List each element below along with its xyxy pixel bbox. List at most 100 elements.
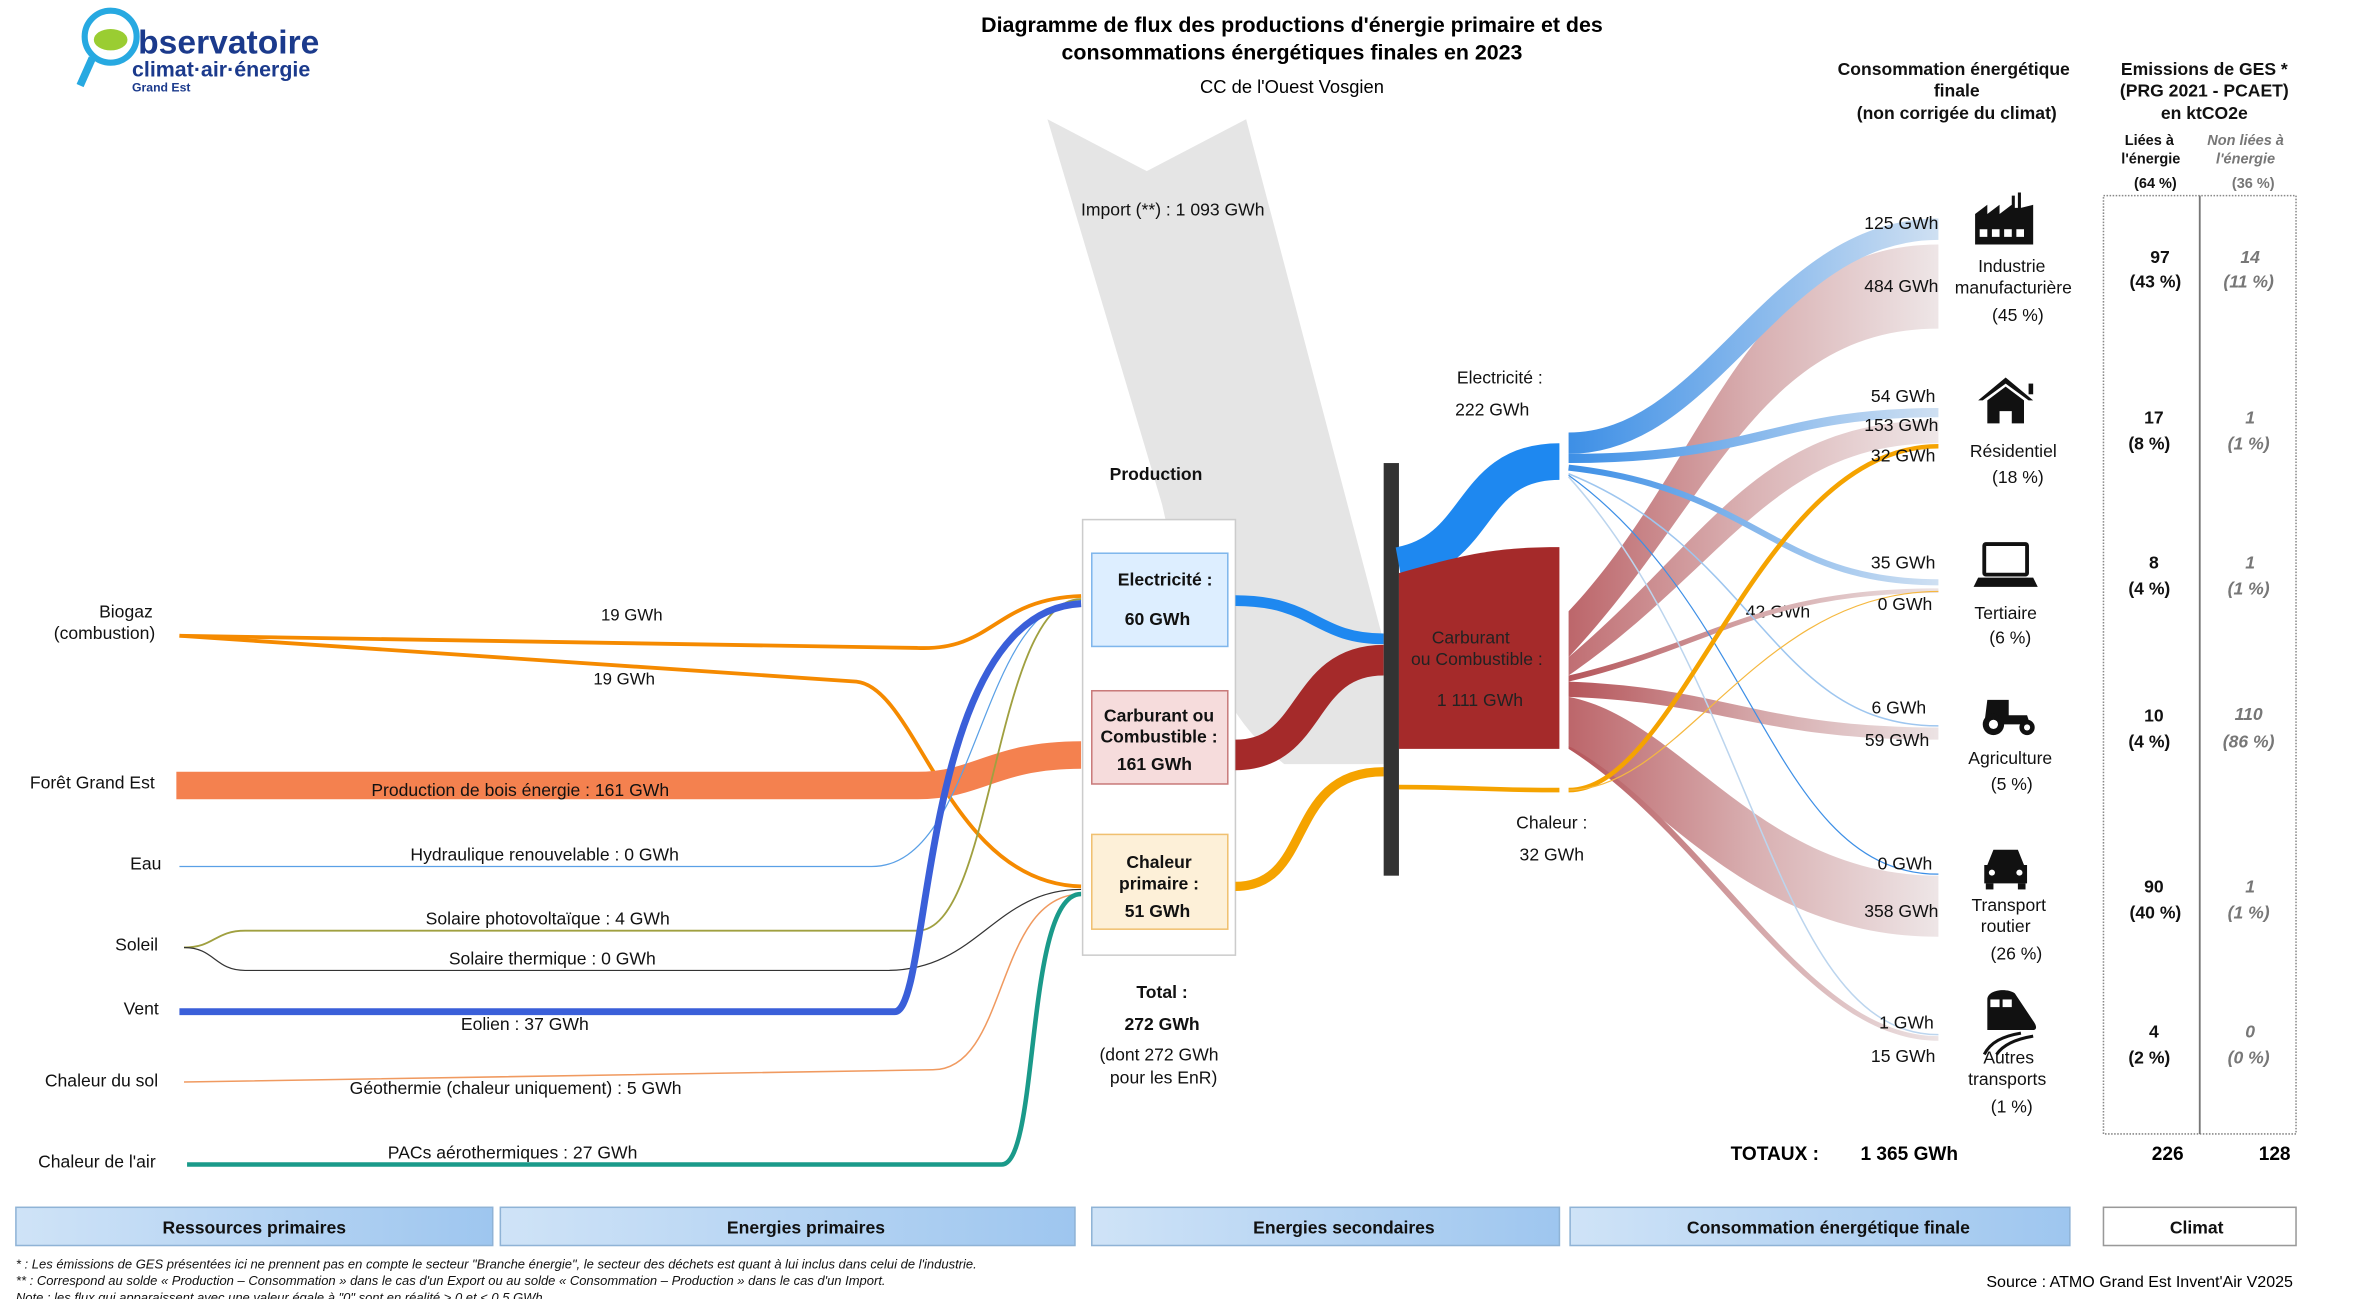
car-icon — [1984, 849, 2028, 890]
production-title: Production — [1110, 464, 1203, 484]
svg-text:climat·air·énergie: climat·air·énergie — [132, 57, 310, 81]
svg-text:(6 %): (6 %) — [1989, 627, 2031, 647]
svg-text:161 GWh: 161 GWh — [1117, 754, 1192, 774]
flow-fuel-transport — [1568, 696, 1939, 937]
svg-text:51 GWh: 51 GWh — [1125, 901, 1190, 921]
svg-text:(18 %): (18 %) — [1992, 467, 2044, 487]
footer-primary-resources: Ressources primaires — [15, 1206, 494, 1247]
flow-label-bois: Production de bois énergie : 161 GWh — [371, 780, 669, 800]
totals-label: TOTAUX : — [1731, 1144, 1819, 1165]
sector-industry: Industrie — [1978, 256, 2045, 276]
flow-label-eolien: Eolien : 37 GWh — [461, 1014, 589, 1034]
laptop-icon — [1973, 542, 2038, 587]
flow-label-geo: Géothermie (chaleur uniquement) : 5 GWh — [350, 1078, 682, 1098]
flow-label-biogaz-heat: 19 GWh — [593, 670, 655, 689]
svg-text:Combustible :: Combustible : — [1100, 727, 1217, 747]
svg-text:(0 %): (0 %) — [2228, 1048, 2270, 1068]
ges-residential: 17 — [2144, 407, 2164, 427]
import-flow — [1047, 119, 1384, 765]
flow-pac — [187, 891, 1082, 1167]
tertiary-elec-value: 35 GWh — [1871, 553, 1935, 573]
secondary-elec-label: Electricité : — [1457, 368, 1543, 388]
svg-text:(36 %): (36 %) — [2232, 176, 2275, 192]
svg-text:(4 %): (4 %) — [2128, 578, 2170, 598]
node-fuel — [1398, 547, 1560, 749]
flow-elec-tertiary — [1568, 464, 1939, 586]
nonges-tertiary: 1 — [2245, 553, 2255, 573]
totals-nonges: 128 — [2259, 1144, 2291, 1165]
resource-chaleur-sol: Chaleur du sol — [45, 1071, 158, 1091]
svg-text:primaire :: primaire : — [1119, 873, 1199, 893]
ges-transport: 90 — [2144, 876, 2164, 896]
svg-text:l'énergie: l'énergie — [2216, 152, 2275, 168]
svg-text:manufacturière: manufacturière — [1955, 277, 2072, 297]
resource-eau: Eau — [130, 854, 161, 874]
svg-text:(5 %): (5 %) — [1991, 774, 2033, 794]
svg-text:Climat: Climat — [2170, 1217, 2224, 1237]
svg-text:l'énergie: l'énergie — [2121, 152, 2180, 168]
secondary-fuel-value: 1 111 GWh — [1437, 690, 1523, 710]
svg-text:Grand Est: Grand Est — [132, 81, 190, 95]
resource-foret: Forêt Grand Est — [30, 773, 155, 793]
transport-elec-value: 0 GWh — [1878, 854, 1933, 874]
svg-text:(45 %): (45 %) — [1992, 305, 2044, 325]
flow-sec-elec — [1394, 443, 1561, 584]
industry-elec-value: 125 GWh — [1864, 213, 1938, 233]
flow-label-thermique: Solaire thermique : 0 GWh — [449, 948, 656, 968]
resource-biogaz-sub: (combustion) — [54, 623, 156, 643]
flow-fuel-other — [1568, 745, 1939, 1041]
residential-heat-value: 32 GWh — [1871, 446, 1935, 466]
secondary-heat-label: Chaleur : — [1516, 812, 1587, 832]
transformation-bar — [1383, 463, 1399, 876]
svg-text:Carburant ou: Carburant ou — [1104, 705, 1214, 725]
flow-label-hydro: Hydraulique renouvelable : 0 GWh — [410, 844, 678, 864]
tractor-icon — [1982, 699, 2035, 736]
footnote-3: Note : les flux qui apparaissent avec un… — [16, 1290, 546, 1299]
svg-text:finale: finale — [1934, 80, 1980, 100]
other-fuel-value: 15 GWh — [1871, 1046, 1935, 1066]
other-elec-value: 1 GWh — [1879, 1013, 1934, 1033]
flow-sec-heat — [1398, 784, 1560, 793]
flow-elec-transport — [1568, 474, 1939, 875]
svg-text:Chaleur: Chaleur — [1126, 852, 1192, 872]
totals-ges: 226 — [2152, 1144, 2184, 1165]
sector-residential: Résidentiel — [1970, 441, 2057, 461]
svg-text:(86 %): (86 %) — [2223, 731, 2275, 751]
svg-text:(1 %): (1 %) — [2228, 433, 2270, 453]
sector-tertiary: Tertiaire — [1974, 603, 2036, 623]
factory-icon — [1975, 192, 2034, 245]
nonges-residential: 1 — [2245, 407, 2255, 427]
ges-header: Emissions de GES * — [2121, 59, 2288, 79]
import-label: Import (**) : 1 093 GWh — [1081, 199, 1264, 219]
sector-agriculture: Agriculture — [1968, 748, 2052, 768]
ges-industry: 97 — [2150, 247, 2170, 267]
tertiary-heat-value: 0 GWh — [1878, 594, 1933, 614]
flow-pv — [184, 598, 1082, 949]
sector-other-transport: Autres — [1983, 1048, 2034, 1068]
svg-text:routier: routier — [1981, 916, 2031, 936]
svg-text:(26 %): (26 %) — [1990, 944, 2042, 964]
svg-text:Energies primaires: Energies primaires — [727, 1217, 885, 1237]
svg-text:272 GWh: 272 GWh — [1124, 1014, 1199, 1034]
svg-text:en ktCO2e: en ktCO2e — [2161, 103, 2248, 123]
svg-text:(non corrigée du climat): (non corrigée du climat) — [1857, 103, 2057, 123]
subtitle: CC de l'Ouest Vosgien — [1200, 76, 1384, 97]
svg-text:(4 %): (4 %) — [2128, 731, 2170, 751]
svg-text:(64 %): (64 %) — [2134, 176, 2177, 192]
svg-text:Non liées à: Non liées à — [2207, 133, 2284, 149]
svg-text:(11 %): (11 %) — [2223, 271, 2274, 291]
nonges-other: 0 — [2245, 1022, 2255, 1042]
title-line-2: consommations énergétiques finales en 20… — [1062, 41, 1523, 65]
footer-climate: Climat — [2102, 1206, 2297, 1247]
svg-text:60 GWh: 60 GWh — [1125, 609, 1190, 629]
svg-text:(PRG 2021 - PCAET): (PRG 2021 - PCAET) — [2120, 80, 2289, 100]
secondary-elec-value: 222 GWh — [1455, 400, 1529, 420]
flow-elec-agriculture — [1568, 473, 1939, 727]
resource-soleil: Soleil — [115, 935, 158, 955]
svg-text:Total :: Total : — [1136, 982, 1187, 1002]
flow-elec-other — [1568, 476, 1939, 1036]
residential-fuel-value: 153 GWh — [1864, 415, 1938, 435]
svg-text:(1 %): (1 %) — [1991, 1097, 2033, 1117]
production-electricity: Electricité : 60 GWh — [1091, 552, 1229, 648]
